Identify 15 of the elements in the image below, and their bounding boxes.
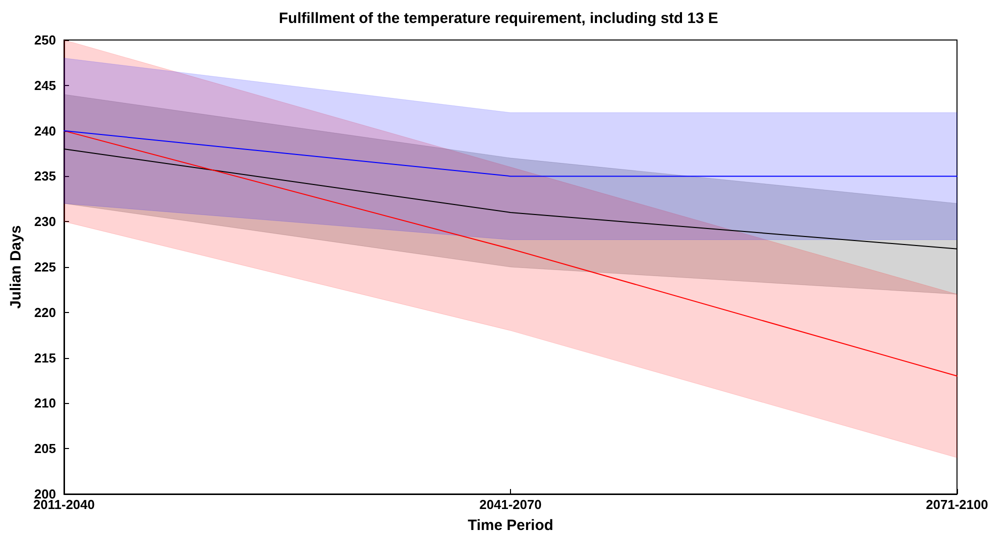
y-tick-label: 210: [34, 396, 56, 411]
y-tick-label: 220: [34, 304, 56, 320]
y-tick-label: 240: [34, 123, 56, 138]
x-tick-label: 2071-2100: [926, 497, 988, 512]
y-tick-label: 225: [34, 260, 56, 274]
y-axis-title: Julian Days: [7, 225, 24, 309]
y-tick-label: 245: [34, 78, 56, 93]
y-tick-label: 230: [34, 214, 56, 230]
y-tick-label: 205: [34, 441, 56, 456]
y-tick-label: 250: [34, 32, 56, 48]
y-tick-label: 215: [34, 350, 56, 366]
chart-title: Fulfillment of the temperature requirement, including std 13 E: [278, 10, 718, 27]
x-tick-label: 2041-2070: [479, 497, 542, 512]
y-tick-label: 235: [34, 168, 56, 184]
x-axis-title: Time Period: [468, 517, 554, 534]
